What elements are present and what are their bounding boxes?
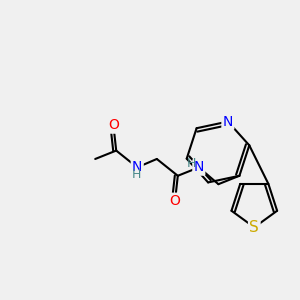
Text: N: N: [194, 160, 204, 174]
Text: N: N: [132, 160, 142, 174]
Text: O: O: [108, 118, 119, 132]
Text: H: H: [187, 157, 196, 170]
Text: H: H: [131, 168, 141, 181]
Text: N: N: [223, 115, 233, 129]
Text: O: O: [169, 194, 180, 208]
Text: S: S: [249, 220, 259, 235]
